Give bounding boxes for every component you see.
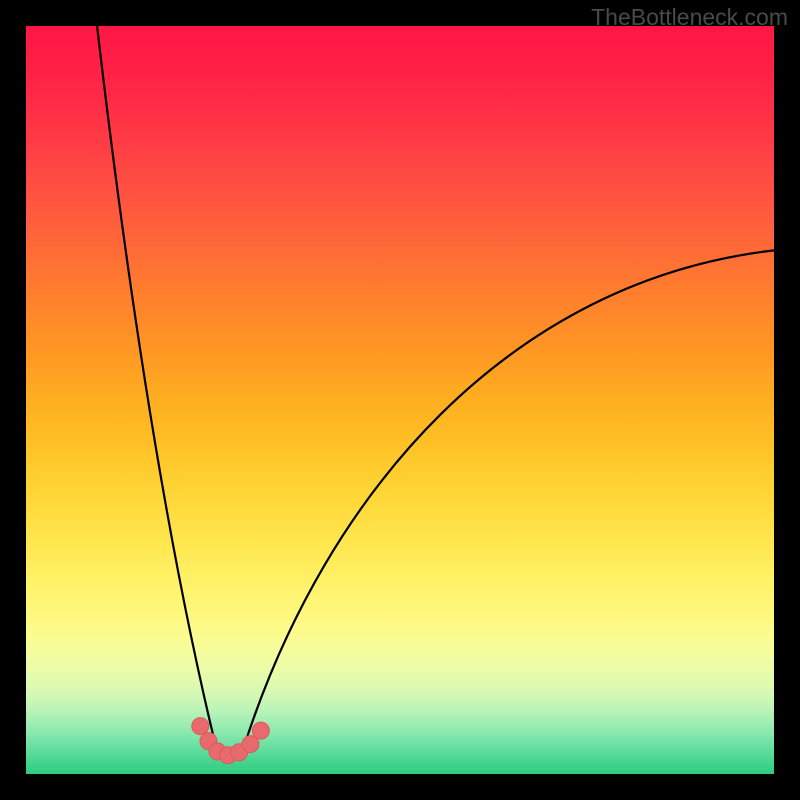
valley-marker: [192, 718, 209, 735]
valley-marker: [252, 722, 269, 739]
chart-container: TheBottleneck.com: [0, 0, 800, 800]
bottleneck-chart: [0, 0, 800, 800]
watermark-text: TheBottleneck.com: [591, 4, 788, 31]
